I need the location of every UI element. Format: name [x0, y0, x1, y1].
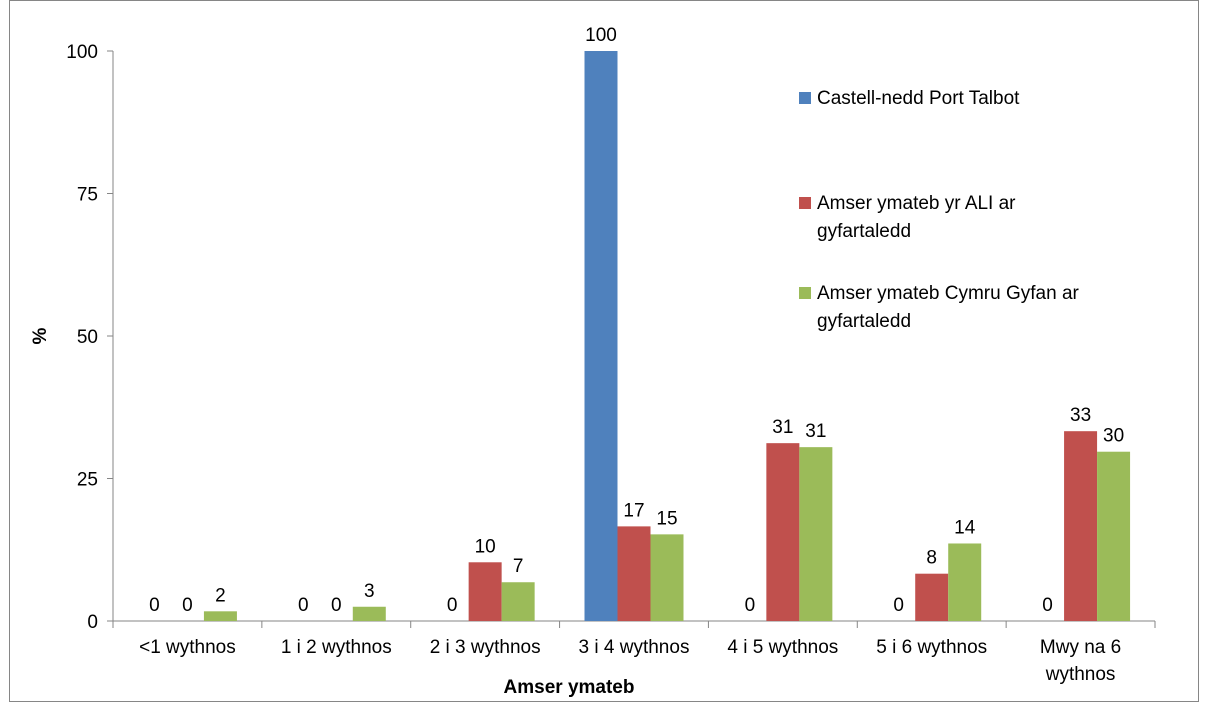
- y-tick-label: 75: [77, 185, 98, 206]
- x-tick-label: wythnos: [1045, 664, 1116, 685]
- bar: [352, 606, 386, 621]
- data-label: 15: [656, 508, 677, 529]
- data-label: 0: [893, 595, 904, 616]
- x-tick-label: 3 i 4 wythnos: [579, 637, 690, 658]
- data-label: 17: [623, 500, 644, 521]
- bar: [915, 573, 949, 621]
- data-label: 31: [772, 417, 793, 438]
- bar: [799, 447, 833, 621]
- legend-label: Castell-nedd Port Talbot: [817, 88, 1020, 109]
- bar: [650, 534, 684, 621]
- legend-swatch: [799, 92, 811, 104]
- legend-label: gyfartaledd: [817, 311, 911, 332]
- bar: [584, 51, 618, 621]
- x-tick-label: Mwy na 6: [1040, 637, 1121, 658]
- data-label: 2: [215, 585, 226, 606]
- data-label: 3: [364, 581, 375, 602]
- bar: [617, 526, 651, 621]
- data-label: 8: [926, 548, 937, 569]
- y-axis-title: %: [30, 327, 51, 344]
- legend-swatch: [799, 287, 811, 299]
- data-label: 0: [182, 595, 193, 616]
- legend-label: Amser ymateb yr ALI ar: [817, 193, 1016, 214]
- x-axis-title: Amser ymateb: [504, 677, 635, 698]
- bar: [468, 562, 502, 621]
- bar: [1097, 451, 1131, 621]
- data-label: 0: [331, 595, 342, 616]
- legend-label: gyfartaledd: [817, 221, 911, 242]
- data-label: 0: [298, 595, 309, 616]
- data-label: 31: [805, 421, 826, 442]
- data-label: 7: [513, 556, 524, 577]
- data-label: 0: [149, 595, 160, 616]
- data-label: 30: [1103, 426, 1124, 447]
- data-label: 0: [447, 595, 458, 616]
- data-label: 33: [1070, 405, 1091, 426]
- x-tick-label: 5 i 6 wythnos: [876, 637, 987, 658]
- x-tick-label: 2 i 3 wythnos: [430, 637, 541, 658]
- x-tick-label: 4 i 5 wythnos: [727, 637, 838, 658]
- data-label: 0: [745, 595, 756, 616]
- bar: [1064, 431, 1098, 621]
- bar: [203, 611, 237, 621]
- legend-label: Amser ymateb Cymru Gyfan ar: [817, 283, 1080, 304]
- bar: [948, 543, 982, 621]
- data-label: 0: [1042, 595, 1053, 616]
- bar: [501, 582, 535, 621]
- legend-swatch: [799, 197, 811, 209]
- y-tick-label: 50: [77, 327, 98, 348]
- bar: [766, 443, 800, 621]
- x-tick-label: 1 i 2 wythnos: [281, 637, 392, 658]
- y-tick-label: 0: [87, 612, 98, 633]
- data-label: 14: [954, 517, 976, 538]
- y-tick-label: 100: [66, 42, 98, 63]
- data-label: 100: [585, 25, 617, 46]
- x-tick-label: <1 wythnos: [139, 637, 236, 658]
- data-label: 10: [475, 536, 496, 557]
- y-tick-label: 25: [77, 470, 98, 491]
